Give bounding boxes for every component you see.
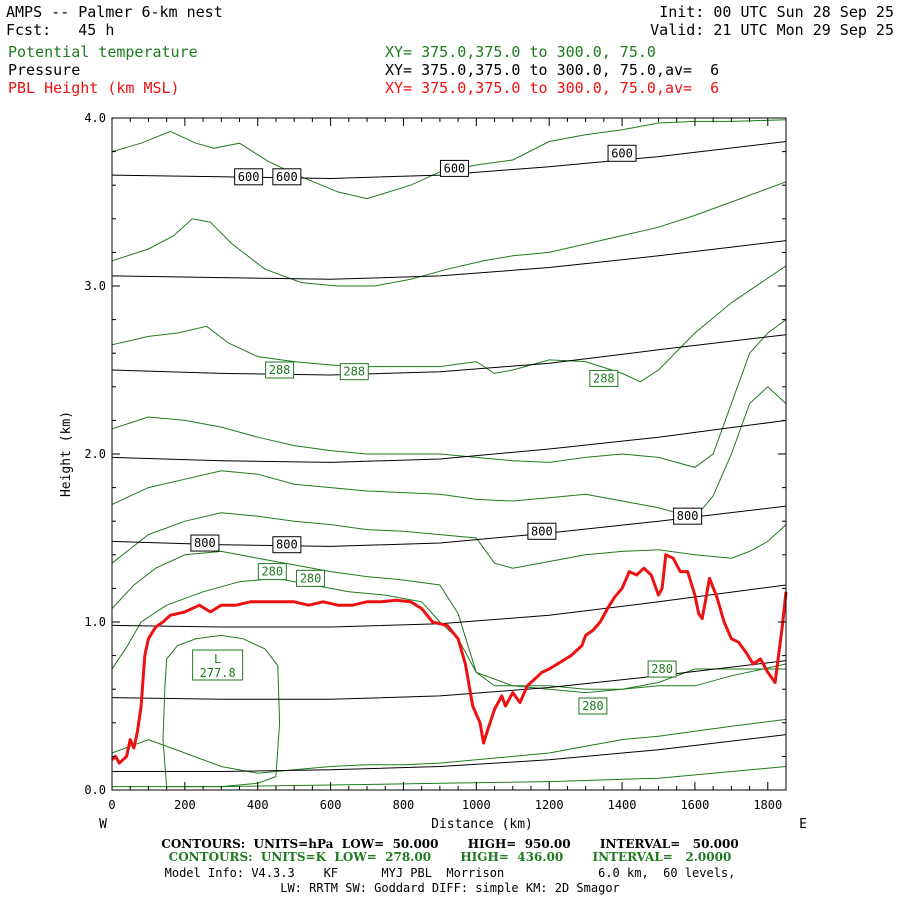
legend-theta-name: Potential temperature [8,43,198,61]
y-tick-label-4: 4.0 [84,111,106,125]
model-info-2: LW: RRTM SW: Goddard DIFF: simple KM: 2D… [280,881,620,895]
x-tick-label-1: 200 [174,798,196,812]
legend-pbl-xy: XY= 375.0,375.0 to 300.0, 75.0,av= 6 [385,79,720,97]
y-tick-label-3: 3.0 [84,279,106,293]
isobar-label-7: 800 [673,507,703,525]
y-axis-label: Height (km) [59,411,74,497]
pressure-contour-info: CONTOURS: UNITS=hPa LOW= 50.000 HIGH= 95… [161,837,739,851]
y-tick-label-0: 0.0 [84,783,106,797]
isobar-label-2: 600 [439,159,469,177]
x-tick-label-3: 600 [320,798,342,812]
x-tick-label-0: 0 [108,798,115,812]
svg-text:600: 600 [276,170,298,184]
isobar-5 [111,334,787,376]
y-tick-label-1: 1.0 [84,615,106,629]
init-time: Init: 00 UTC Sun 28 Sep 25 [659,3,894,21]
x-tick-label-2: 400 [247,798,269,812]
valid-time: Valid: 21 UTC Mon 29 Sep 25 [650,21,894,39]
svg-text:600: 600 [238,170,260,184]
pbl-height-line [110,553,788,765]
theta-contour-info: CONTOURS: UNITS=K LOW= 278.00 HIGH= 436.… [168,850,732,864]
svg-text:288: 288 [593,371,615,385]
isobar-label-6: 800 [527,522,557,540]
isobar-0 [112,734,787,772]
theta-label-1: 288 [339,363,369,381]
theta-contour-0 [111,119,787,200]
x-tick-label-4: 800 [393,798,415,812]
theta-contour-1 [111,181,787,287]
svg-text:288: 288 [269,363,291,377]
isobar-label-0: 600 [234,168,264,186]
svg-text:280: 280 [300,571,322,585]
isobar-label-3: 600 [607,144,637,162]
theta-contour-10 [112,766,787,788]
model-info-1: Model Info: V4.3.3 KF MYJ PBL Morrison 6… [164,866,736,880]
legend-theta-xy: XY= 375.0,375.0 to 300.0, 75.0 [385,43,656,61]
isobar-4 [111,419,787,463]
theta-contour-9 [111,718,787,774]
x-axis-label: Distance (km) [431,817,533,832]
svg-text:280: 280 [651,662,673,676]
isobar-6 [111,240,787,280]
x-tick-label-5: 1000 [462,798,491,812]
x-tick-label-9: 1800 [753,798,782,812]
x-tick-label-7: 1400 [608,798,637,812]
svg-text:288: 288 [343,365,365,379]
theta-label-3: 280 [257,563,287,581]
svg-text:280: 280 [582,699,604,713]
isobar-label-4: 800 [190,534,220,552]
legend-pressure-xy: XY= 375.0,375.0 to 300.0, 75.0,av= 6 [385,61,720,79]
legend-pbl-name: PBL Height (km MSL) [8,79,180,97]
theta-contour-8 [162,634,281,788]
theta-label-6: 280 [578,697,608,715]
isobar-7 [111,141,787,180]
svg-text:800: 800 [531,524,553,538]
theta-label-5: 280 [647,660,677,678]
svg-text:280: 280 [261,565,283,579]
east-label: E [799,817,807,832]
isobar-label-1: 600 [272,168,302,186]
theta-contour-3 [111,319,787,468]
theta-contour-4 [111,386,787,519]
low-letter: L [214,652,221,666]
svg-text:600: 600 [444,161,466,175]
theta-contour-7 [111,577,786,694]
svg-text:800: 800 [276,538,298,552]
theta-contour-2 [111,265,787,383]
theta-label-4: 280 [296,569,326,587]
theta-label-2: 288 [589,369,619,387]
isobar-2 [111,584,787,628]
theta-contour-6 [111,550,787,690]
theta-label-0: 288 [265,361,295,379]
y-tick-label-2: 2.0 [84,447,106,461]
low-value: 277.8 [200,666,236,680]
svg-text:600: 600 [611,146,633,160]
theta-contour-5 [111,512,787,569]
svg-text:800: 800 [677,509,699,523]
isobar-3 [111,505,787,547]
isobar-label-5: 800 [272,536,302,554]
west-label: W [99,817,107,832]
x-tick-label-8: 1600 [680,798,709,812]
x-tick-label-6: 1200 [535,798,564,812]
svg-text:800: 800 [194,536,216,550]
forecast-hour: Fcst: 45 h [6,21,115,39]
chart-title: AMPS -- Palmer 6-km nest [6,3,223,21]
legend-pressure-name: Pressure [8,61,81,79]
